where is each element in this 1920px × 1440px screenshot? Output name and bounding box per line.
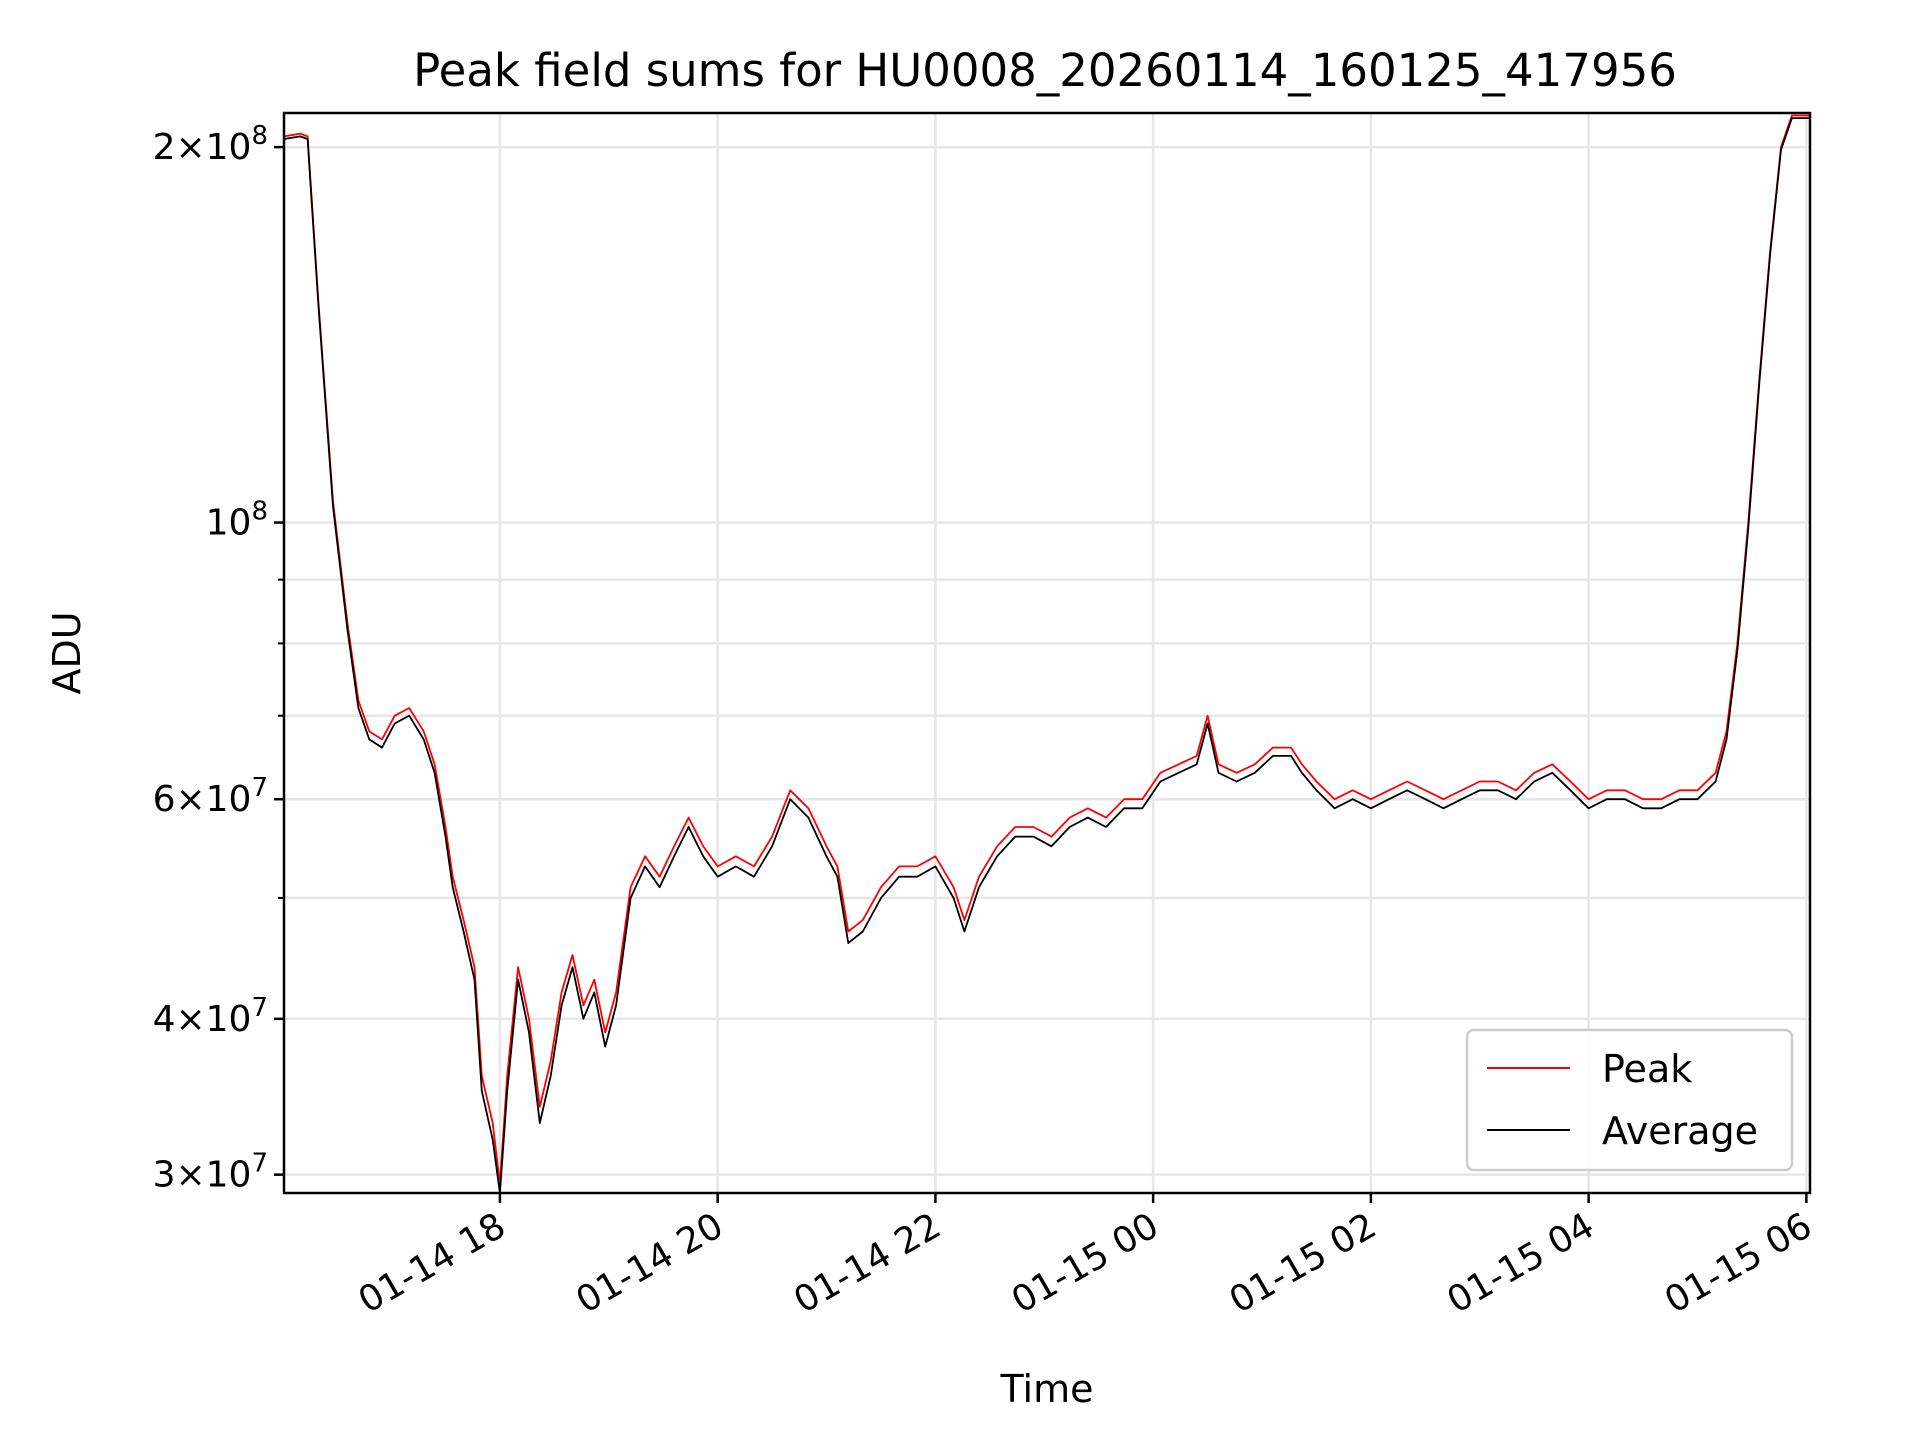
series-line-peak — [283, 114, 1810, 1185]
legend-box — [1465, 1028, 1794, 1172]
chart-title: Peak field sums for HU0008_20260114_1601… — [413, 44, 1677, 97]
y-tick-label: 3×107 — [153, 1149, 268, 1196]
legend-label-peak: Peak — [1602, 1047, 1692, 1091]
y-axis-label: ADU — [45, 611, 89, 694]
series-line-average — [283, 117, 1810, 1194]
plot-frame — [282, 111, 1812, 1195]
y-tick-label: 4×107 — [153, 993, 268, 1040]
y-tick-label: 108 — [206, 497, 268, 544]
legend-label-average: Average — [1602, 1109, 1758, 1153]
series-lines — [283, 114, 1810, 1194]
y-tick-label: 6×107 — [153, 773, 268, 820]
x-axis-label: Time — [1000, 1367, 1094, 1411]
legend: Peak Average — [1465, 1028, 1794, 1172]
y-tick-label: 2×108 — [153, 121, 268, 168]
grid — [284, 113, 1810, 1193]
y-axis: 3×107 4×107 6×107 108 2×108 — [153, 121, 284, 1196]
